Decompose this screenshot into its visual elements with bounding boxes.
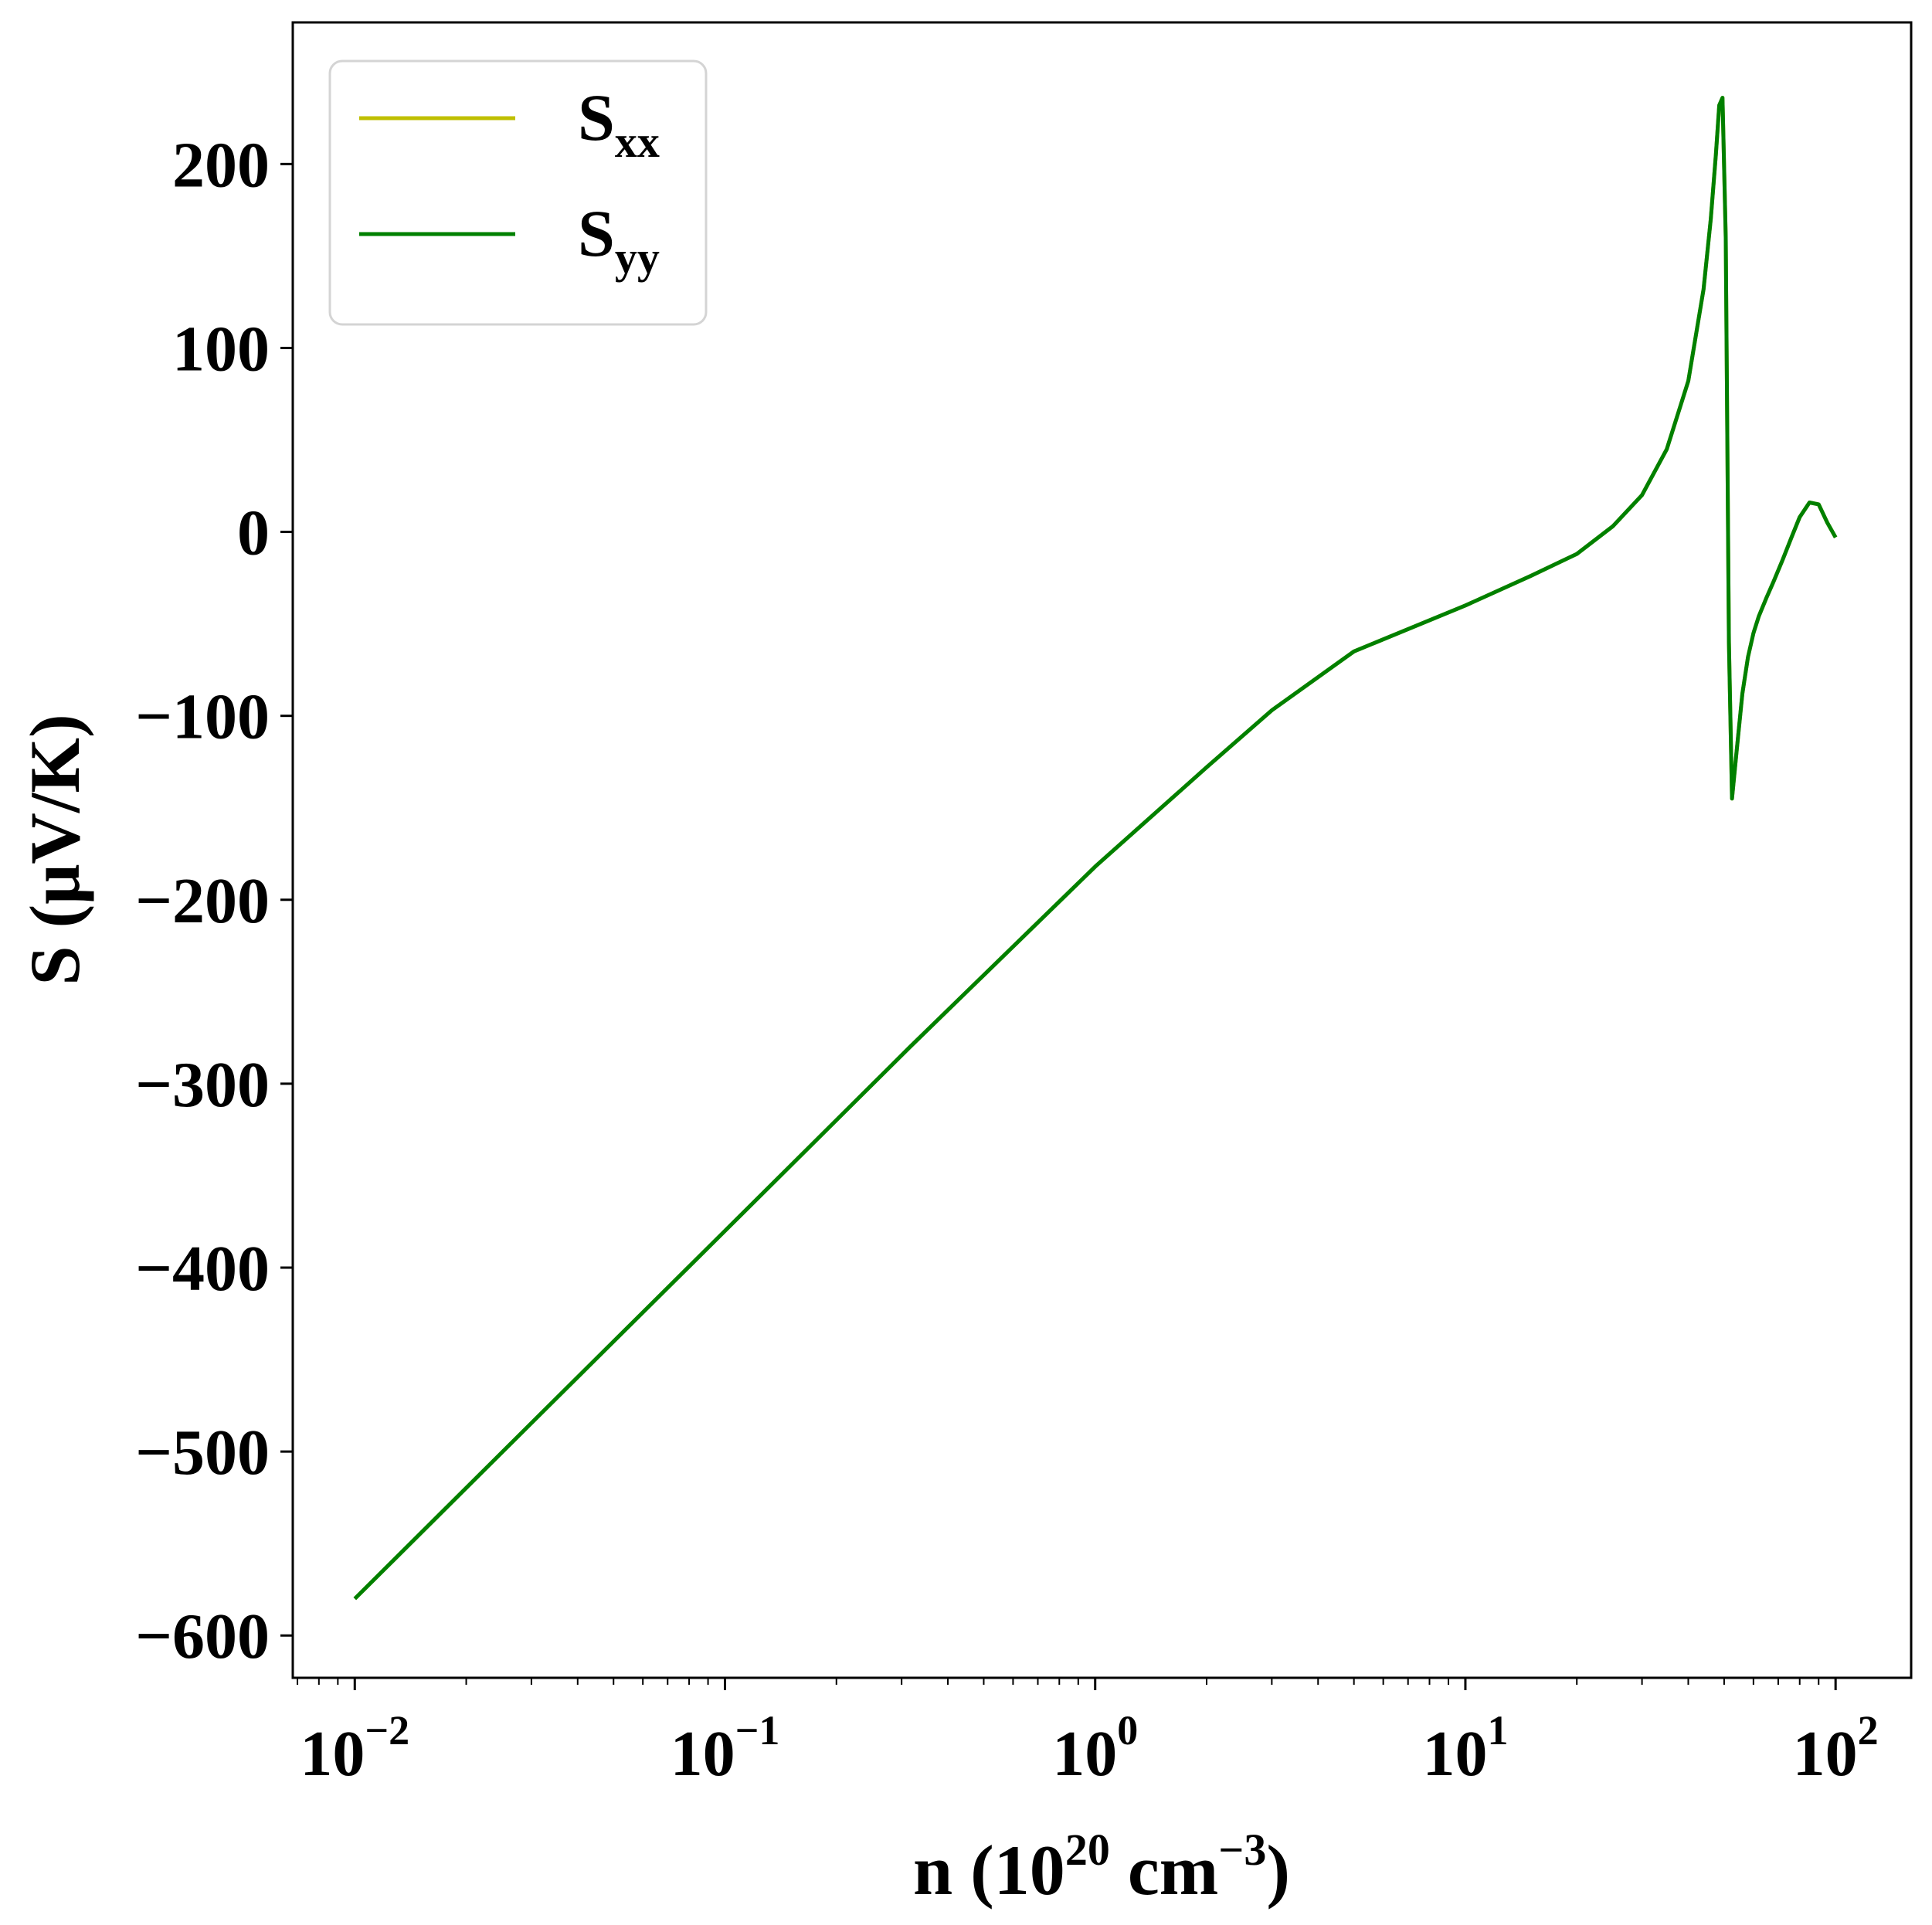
series-layer	[353, 96, 1838, 1601]
y-axis-ticks: 200 100 0 −100 −200 −300 −400 −500 −600	[135, 129, 293, 1672]
plot-frame	[291, 21, 1913, 1679]
x-axis-title-unit: cm	[1110, 1831, 1218, 1910]
x-minor-ticks	[297, 1678, 1820, 1685]
y-tick-label: −200	[135, 865, 270, 937]
legend: Sxx Syy	[328, 59, 708, 326]
x-axis-title-exp1: 20	[1065, 1825, 1110, 1875]
x-tick-label: 10−2	[300, 1707, 409, 1790]
x-axis-title-tail: )	[1266, 1831, 1290, 1910]
y-tick-label: −600	[135, 1601, 270, 1672]
y-tick-label: 200	[172, 129, 270, 201]
legend-label-syy: Syy	[578, 196, 660, 283]
legend-label-sxx: Sxx	[578, 80, 660, 167]
series-line-syy	[353, 96, 1838, 1601]
y-tick-label: −300	[135, 1049, 270, 1121]
y-tick-label: −400	[135, 1233, 270, 1305]
y-axis-title: S (μV/K)	[15, 714, 94, 985]
x-tick-label: 102	[1793, 1707, 1879, 1790]
x-axis-title-base: n (10	[913, 1831, 1065, 1910]
x-axis-ticks: 10−2 10−1 100 101 102	[300, 1678, 1879, 1790]
y-tick-label: 100	[172, 313, 270, 385]
y-tick-label: 0	[237, 497, 270, 569]
y-tick-label: −100	[135, 681, 270, 753]
x-axis-title-exp2: −3	[1218, 1825, 1266, 1875]
x-axis-title: n (1020 cm−3)	[913, 1825, 1290, 1910]
x-tick-label: 100	[1052, 1707, 1138, 1790]
x-tick-label: 10−1	[671, 1707, 780, 1790]
x-tick-label: 101	[1422, 1707, 1508, 1790]
legend-box	[328, 59, 708, 326]
y-tick-label: −500	[135, 1417, 270, 1489]
